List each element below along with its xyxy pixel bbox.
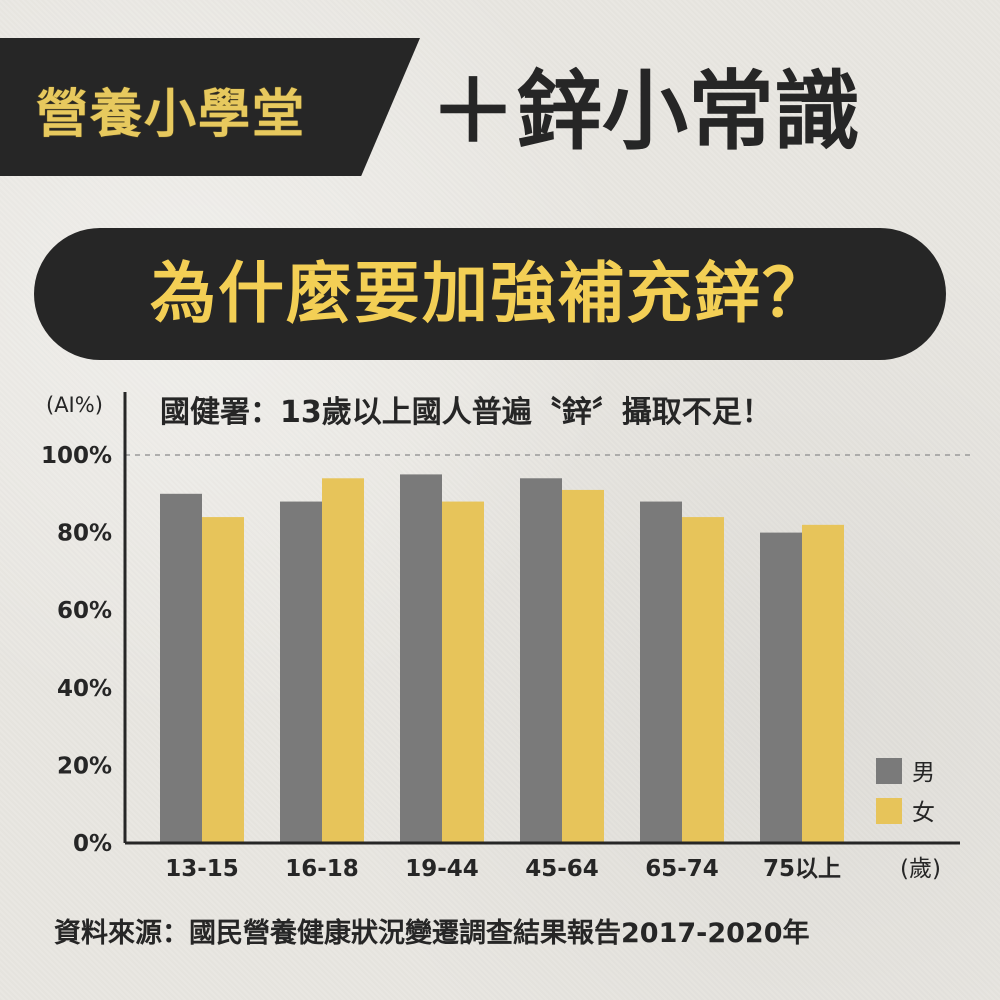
y-tick-labels: 0% 20% 40% 60% 80% 100%: [41, 443, 112, 857]
y-tick-label: 80%: [57, 521, 112, 547]
bars-group: [160, 474, 844, 843]
x-tick-label: 65-74: [645, 856, 719, 882]
bar-female-19-44: [442, 501, 484, 843]
y-tick-label: 60%: [57, 598, 112, 624]
x-tick-label: 45-64: [525, 856, 599, 882]
y-tick-label: 20%: [57, 753, 112, 779]
legend-swatch-male: [876, 758, 902, 784]
bar-female-16-18: [322, 478, 364, 843]
legend-label-female: 女: [912, 800, 935, 826]
x-tick-label: 19-44: [405, 856, 479, 882]
chart-title: 國健署：13歲以上國人普遍〝鋅〞攝取不足！: [160, 395, 772, 430]
badge-text: 營養小學堂: [36, 85, 307, 145]
page-title: ＋鋅小常識: [430, 62, 860, 162]
x-axis-unit-label: (歲): [900, 856, 941, 882]
question-pill: [34, 228, 946, 360]
axes-group: [123, 392, 960, 845]
bar-male-65-74: [640, 501, 682, 843]
bar-male-13-15: [160, 493, 202, 843]
x-tick-label: 16-18: [285, 856, 359, 882]
bar-male-45-64: [520, 478, 562, 843]
x-tick-label: 75以上: [763, 856, 841, 882]
y-tick-label: 100%: [41, 443, 112, 469]
question-text: 為什麼要加強補充鋅？: [150, 255, 830, 332]
y-axis-unit-label: (AI%): [46, 393, 103, 417]
bar-female-75以上: [802, 524, 844, 843]
bar-female-13-15: [202, 517, 244, 843]
x-tick-label: 13-15: [165, 856, 239, 882]
bar-male-16-18: [280, 501, 322, 843]
legend: 男女: [876, 758, 935, 826]
bar-male-75以上: [760, 532, 802, 843]
bar-female-45-64: [562, 489, 604, 843]
bar-female-65-74: [682, 517, 724, 843]
y-tick-label: 0%: [73, 831, 112, 857]
y-tick-label: 40%: [57, 676, 112, 702]
data-source: 資料來源：國民營養健康狀況變遷調查結果報告2017-2020年: [54, 918, 810, 949]
badge-banner: [0, 38, 420, 176]
x-tick-labels: 13-15 16-18 19-44 45-64 65-74 75以上: [165, 856, 841, 882]
legend-swatch-female: [876, 798, 902, 824]
legend-label-male: 男: [912, 760, 935, 786]
bar-male-19-44: [400, 474, 442, 843]
